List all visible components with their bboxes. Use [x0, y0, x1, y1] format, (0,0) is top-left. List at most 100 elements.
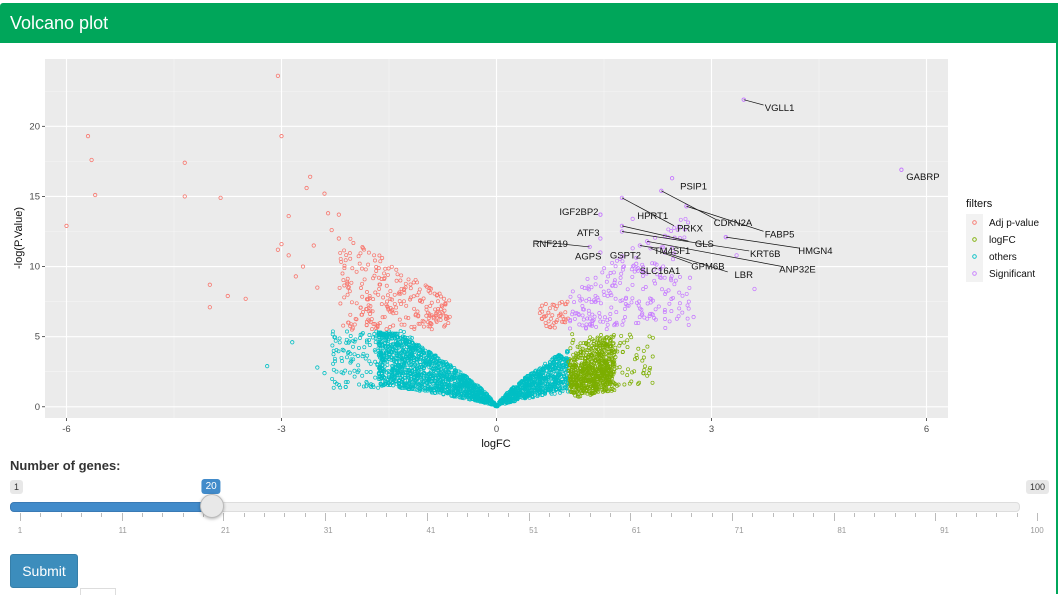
point-adj — [416, 313, 421, 318]
point-others — [330, 376, 335, 381]
point-logfc — [603, 359, 608, 364]
slider-grid-tick — [426, 513, 428, 521]
point-others — [382, 354, 387, 359]
point-adj — [398, 291, 403, 296]
point-adj — [563, 317, 568, 322]
point-adj — [359, 312, 364, 317]
point-logfc — [611, 334, 616, 339]
point-others — [421, 349, 426, 354]
point-significant — [673, 278, 678, 283]
point-adj — [541, 314, 546, 319]
point-adj — [338, 301, 343, 306]
point-logfc — [592, 360, 597, 365]
point-adj — [377, 282, 382, 287]
point-adj — [388, 289, 393, 294]
point-adj — [552, 325, 557, 330]
point-adj — [429, 300, 434, 305]
point-adj — [85, 134, 91, 139]
point-logfc — [580, 356, 585, 361]
point-others — [368, 361, 373, 366]
point-significant — [639, 307, 644, 312]
submit-button[interactable]: Submit — [10, 554, 78, 588]
point-significant — [606, 288, 611, 293]
point-others — [387, 329, 392, 334]
point-logfc — [569, 380, 573, 385]
point-others — [377, 366, 382, 371]
point-others — [343, 385, 348, 389]
point-adj — [550, 323, 555, 328]
point-significant — [650, 298, 655, 303]
point-others — [468, 393, 473, 398]
point-others — [543, 361, 548, 366]
point-adj — [341, 278, 346, 283]
point-significant — [640, 269, 645, 274]
point-adj — [558, 311, 563, 316]
point-adj — [359, 286, 363, 290]
point-adj — [382, 277, 387, 281]
point-others — [564, 364, 569, 369]
point-adj — [543, 302, 548, 306]
point-others — [400, 365, 405, 370]
point-others — [503, 396, 507, 401]
point-others — [378, 351, 383, 356]
point-others — [553, 377, 558, 382]
point-others — [472, 384, 477, 388]
point-logfc — [645, 373, 650, 378]
label-leader — [661, 190, 718, 221]
point-adj — [354, 317, 359, 322]
point-adj — [408, 297, 413, 302]
point-others — [394, 382, 399, 387]
point-logfc — [606, 353, 611, 358]
slider-handle[interactable] — [200, 494, 225, 518]
slider-grid-tick — [386, 513, 388, 517]
point-logfc — [573, 390, 578, 395]
point-others — [403, 339, 408, 344]
point-adj — [544, 324, 549, 328]
point-significant — [655, 272, 660, 277]
point-others — [438, 390, 443, 395]
point-adj — [381, 295, 386, 300]
label-leader — [664, 252, 728, 273]
point-significant — [661, 245, 665, 250]
point-logfc — [593, 352, 598, 356]
point-adj — [440, 304, 445, 309]
point-adj — [401, 288, 406, 292]
point-others — [468, 379, 473, 383]
point-adj — [443, 301, 448, 306]
gene-label: KRT6B — [750, 249, 780, 260]
point-adj — [384, 327, 389, 332]
point-others — [423, 363, 428, 368]
point-significant — [568, 294, 573, 299]
point-others — [460, 375, 465, 380]
point-logfc — [592, 382, 597, 387]
point-adj — [399, 273, 404, 278]
point-adj — [384, 283, 389, 288]
point-adj — [370, 309, 375, 314]
point-logfc — [576, 375, 581, 380]
point-others — [391, 358, 396, 363]
point-others — [372, 348, 377, 353]
gene-label: PSIP1 — [680, 182, 707, 193]
point-adj — [349, 280, 354, 285]
point-significant — [594, 324, 599, 329]
point-others — [352, 374, 357, 379]
legend-key-bg — [966, 265, 983, 282]
point-adj — [349, 300, 354, 305]
point-logfc — [643, 364, 647, 369]
point-logfc — [578, 388, 583, 393]
point-others — [396, 335, 401, 340]
slider-grid-tick — [813, 513, 815, 517]
point-others — [315, 365, 320, 370]
point-adj — [424, 304, 429, 309]
point-others — [549, 368, 554, 373]
point-logfc — [600, 360, 605, 365]
point-others — [528, 392, 533, 397]
point-adj — [442, 296, 446, 301]
point-others — [404, 340, 408, 345]
box-border — [1056, 43, 1058, 594]
point-others — [384, 381, 389, 386]
point-others — [460, 393, 465, 398]
point-others — [364, 369, 369, 374]
point-significant — [686, 306, 691, 311]
point-adj — [380, 315, 385, 320]
